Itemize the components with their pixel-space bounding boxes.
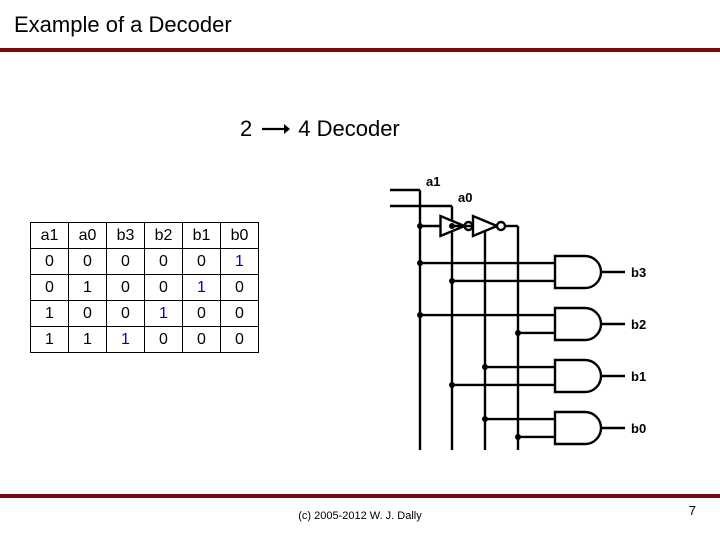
table-cell: 1 (69, 327, 107, 353)
table-header: b1 (183, 223, 221, 249)
title-rule (0, 48, 720, 52)
truth-table: a1a0b3b2b1b0 000001010010100100111000 (30, 222, 259, 353)
table-cell: 1 (31, 327, 69, 353)
table-row: 000001 (31, 249, 259, 275)
table-cell: 0 (31, 275, 69, 301)
page-title: Example of a Decoder (14, 12, 232, 38)
subtitle-left: 2 (240, 116, 252, 142)
table-cell: 1 (221, 249, 259, 275)
table-cell: 0 (145, 249, 183, 275)
table-header: a0 (69, 223, 107, 249)
table-cell: 0 (69, 249, 107, 275)
table-cell: 0 (107, 275, 145, 301)
bottom-rule (0, 494, 720, 498)
table-cell: 0 (69, 301, 107, 327)
table-header: b2 (145, 223, 183, 249)
subtitle-right: 4 Decoder (298, 116, 400, 142)
copyright: (c) 2005-2012 W. J. Dally (0, 510, 720, 522)
table-cell: 1 (145, 301, 183, 327)
subtitle: 2 4 Decoder (240, 116, 400, 142)
table-cell: 0 (145, 275, 183, 301)
decoder-circuit: a1 a0 b3 b2 b1 b0 (380, 172, 680, 452)
table-cell: 0 (183, 301, 221, 327)
table-cell: 0 (221, 275, 259, 301)
table-header: a1 (31, 223, 69, 249)
table-cell: 0 (221, 301, 259, 327)
table-cell: 0 (31, 249, 69, 275)
svg-text:b0: b0 (631, 421, 646, 436)
table-row: 010010 (31, 275, 259, 301)
table-cell: 0 (145, 327, 183, 353)
table-header: b3 (107, 223, 145, 249)
table-cell: 1 (31, 301, 69, 327)
arrow-icon (260, 122, 290, 136)
table-cell: 0 (107, 301, 145, 327)
table-cell: 0 (107, 249, 145, 275)
table-cell: 0 (221, 327, 259, 353)
svg-text:b2: b2 (631, 317, 646, 332)
page-number: 7 (689, 503, 696, 518)
svg-text:a0: a0 (458, 190, 472, 205)
table-cell: 1 (69, 275, 107, 301)
svg-text:a1: a1 (426, 174, 440, 189)
table-cell: 1 (183, 275, 221, 301)
table-cell: 1 (107, 327, 145, 353)
table-row: 100100 (31, 301, 259, 327)
table-cell: 0 (183, 249, 221, 275)
svg-text:b3: b3 (631, 265, 646, 280)
table-header: b0 (221, 223, 259, 249)
table-row: 111000 (31, 327, 259, 353)
svg-text:b1: b1 (631, 369, 646, 384)
table-cell: 0 (183, 327, 221, 353)
